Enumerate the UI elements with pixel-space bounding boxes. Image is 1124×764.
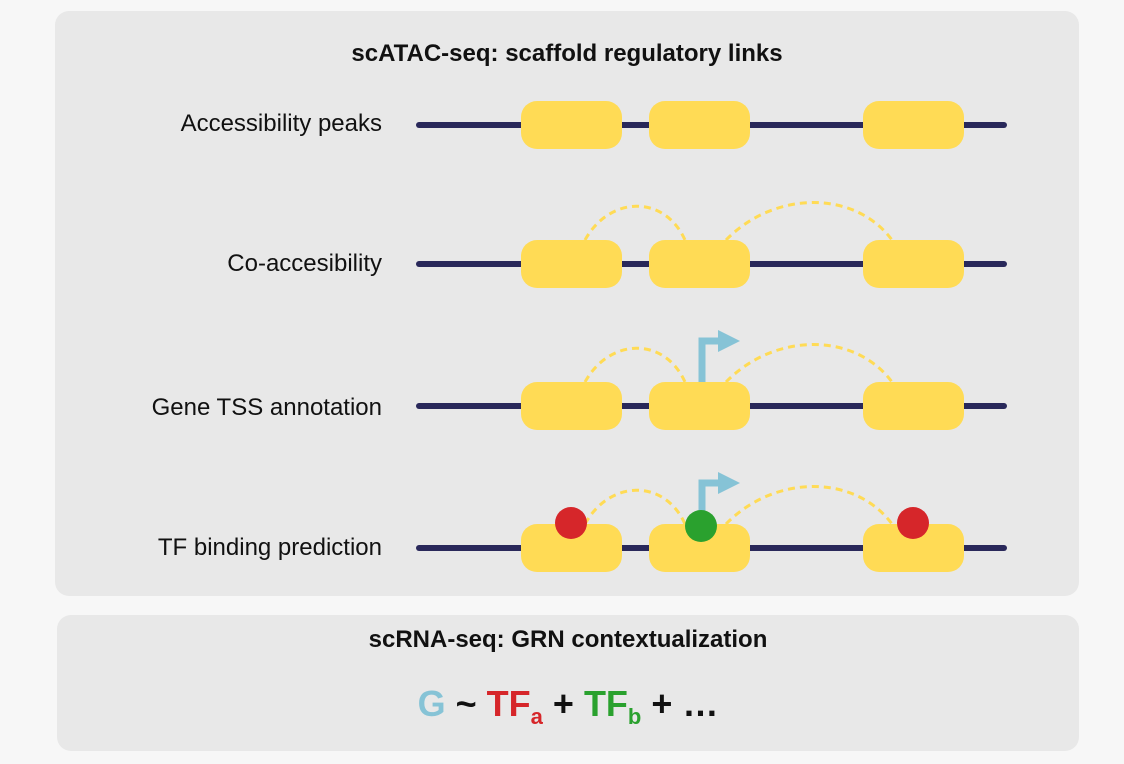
accessibility-peak-2-row-2 — [649, 240, 750, 288]
coaccess-link-2-row-3 — [724, 343, 894, 384]
tf-b-binding-site — [685, 510, 717, 542]
grn-equation: G ~ TFa + TFb + … — [57, 683, 1079, 730]
scrna-panel-title: scRNA-seq: GRN contextualization — [368, 626, 768, 653]
tss-arrow-icon-row-3 — [698, 337, 722, 382]
scatac-panel-title: scATAC-seq: scaffold regulatory links — [351, 40, 783, 67]
tss-arrowhead-icon-row-4 — [718, 472, 740, 494]
accessibility-peak-1-row-3 — [521, 382, 622, 430]
accessibility-peak-3-row-2 — [863, 240, 964, 288]
accessibility-peak-1-row-4 — [521, 524, 622, 572]
accessibility-peak-2-row-4 — [649, 524, 750, 572]
equation-tf-b: TFb — [583, 683, 641, 729]
tf-a-binding-site-2 — [897, 507, 929, 539]
accessibility-peak-1-row-2 — [521, 240, 622, 288]
equation-tf-b-label: TF — [583, 683, 628, 724]
coaccess-link-1-row-3 — [583, 346, 687, 383]
equation-plus-1: + — [552, 683, 574, 724]
coaccess-link-1-row-4 — [583, 488, 687, 525]
equation-gene: G — [417, 683, 446, 724]
row-label-tf-binding: TF binding prediction — [157, 534, 382, 561]
coaccess-link-2-row-4 — [724, 485, 894, 526]
equation-tilde: ~ — [455, 683, 477, 724]
accessibility-peak-1-row-1 — [521, 101, 622, 149]
row-label-co-accessibility: Co-accesibility — [227, 250, 382, 277]
accessibility-peak-3-row-1 — [863, 101, 964, 149]
coaccess-link-1-row-2 — [583, 204, 687, 241]
equation-plus-2: + — [651, 683, 673, 724]
tss-arrowhead-icon-row-3 — [718, 330, 740, 352]
equation-tf-b-subscript: b — [627, 704, 642, 729]
equation-tf-a-label: TF — [486, 683, 531, 724]
equation-tf-a: TFa — [486, 683, 543, 729]
row-label-gene-tss: Gene TSS annotation — [151, 394, 382, 421]
equation-ellipsis: … — [682, 683, 719, 724]
accessibility-peak-2-row-3 — [649, 382, 750, 430]
tf-a-binding-site-1 — [555, 507, 587, 539]
accessibility-peak-3-row-4 — [863, 524, 964, 572]
accessibility-peak-2-row-1 — [649, 101, 750, 149]
row-label-accessibility-peaks: Accessibility peaks — [180, 110, 382, 137]
coaccess-link-2-row-2 — [724, 201, 894, 242]
scrna-panel: scRNA-seq: GRN contextualization G ~ TFa… — [57, 615, 1079, 751]
equation-tf-a-subscript: a — [530, 704, 543, 729]
accessibility-peak-3-row-3 — [863, 382, 964, 430]
